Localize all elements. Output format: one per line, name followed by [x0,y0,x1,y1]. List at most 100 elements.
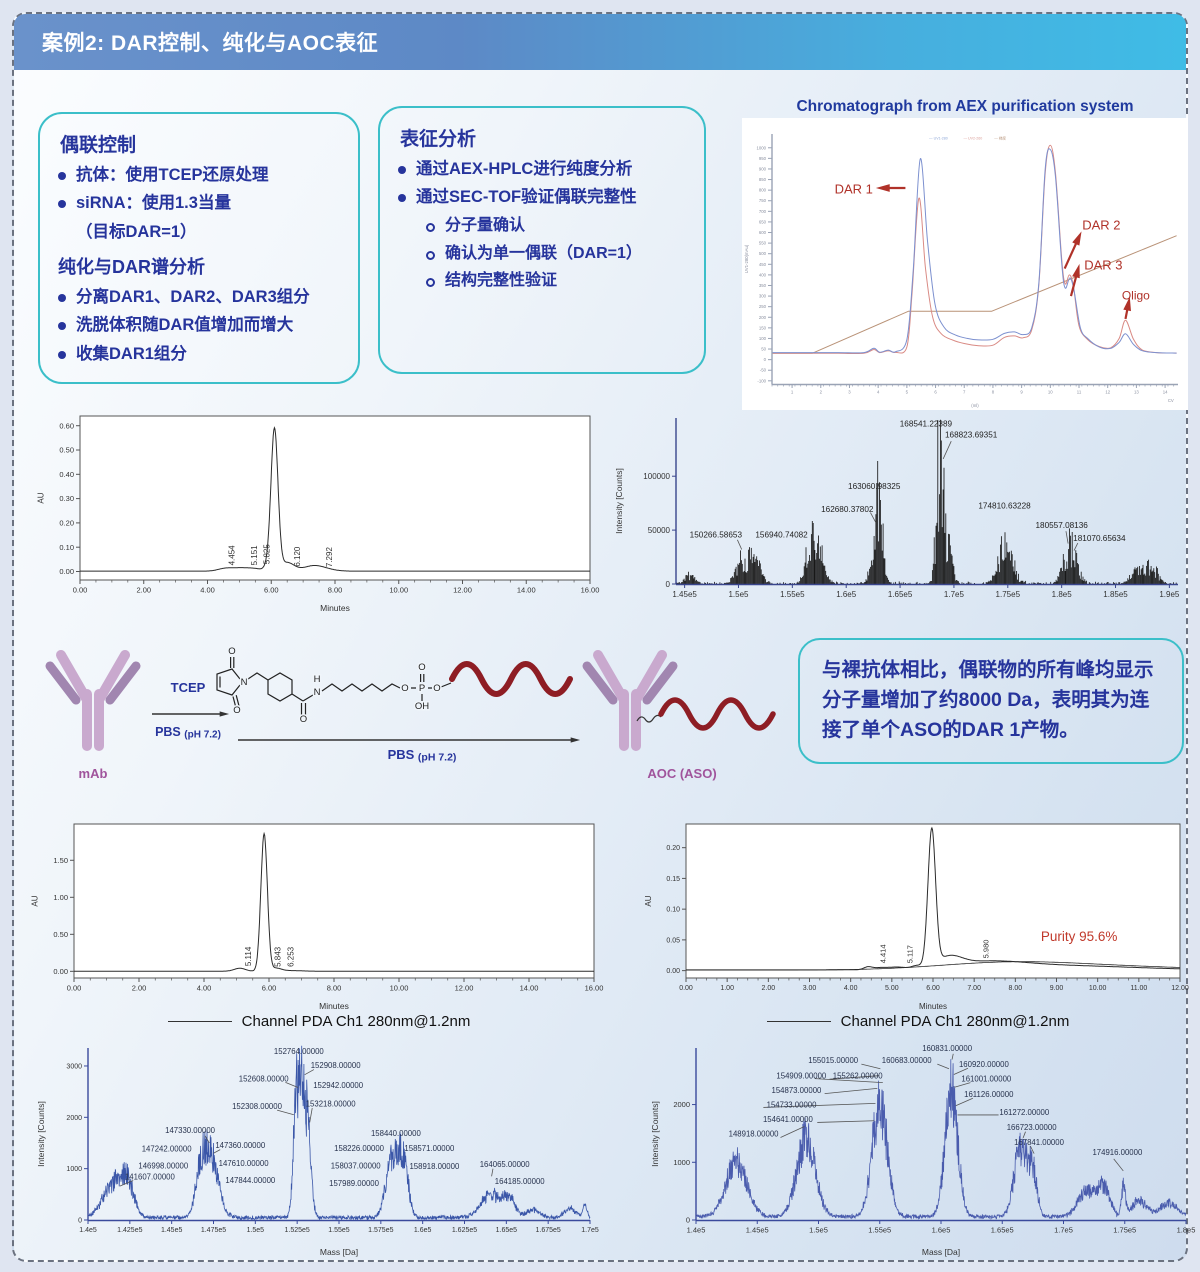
tick-label: 0.15 [666,876,680,883]
tick-label: 0.00 [679,985,693,992]
tick-label: 1.425e5 [117,1227,142,1234]
tick-label: 0.00 [53,967,68,976]
arrowhead-icon [570,737,581,743]
tick-label: 1.65e5 [496,1227,518,1234]
annotation-label: 5.114 [244,946,253,966]
annotation-label: 6.253 [286,946,295,967]
annotation-label: 5.825 [263,544,272,565]
tick-label: 1000 [66,1166,82,1173]
tick-label: 5 [906,389,909,394]
leader-line [1030,1145,1035,1154]
tick-label: 50000 [648,526,671,535]
tick-label: 0.40 [59,470,74,479]
annotation-label: Oligo [1122,288,1150,302]
annotation-label: 5.843 [273,946,282,967]
annotation-label: — UV2-260 [963,137,982,141]
leader-line [942,441,952,460]
tick-label: 1.85e5 [1103,590,1128,599]
tick-label: 450 [759,262,767,267]
aex-chart-title: Chromatograph from AEX purification syst… [796,98,1134,115]
box-title: 表征分析 [400,129,477,150]
box-bullet-item: 抗体：使用TCEP还原处理 [58,165,340,186]
annotation-label: 160683.00000 [882,1056,933,1065]
tick-label: 1.6e5 [414,1227,432,1234]
tick-label: 0.00 [67,984,82,993]
atom-label: N [314,687,321,698]
tick-label: 0.00 [73,586,88,595]
leader-line [304,1069,315,1076]
tick-label: 1.45e5 [672,590,697,599]
series-line [772,148,1177,354]
leader-line [953,1067,969,1075]
y-axis-label: AU [644,895,653,906]
tick-label: 0.20 [666,845,680,852]
box-bullet-item: 分子量确认 [424,216,686,237]
annotation-label: 152942.00000 [313,1081,364,1090]
arrowhead-icon [1072,231,1082,246]
tick-label: 6.00 [264,586,279,595]
tick-label: 10 [1048,389,1053,394]
annotation-label: 166723.00000 [1007,1123,1058,1132]
tick-label: 6.00 [262,984,277,993]
bullet-icon [58,200,66,209]
conjugation-control-box: 偶联控制 抗体：使用TCEP还原处理 siRNA：使用1.3当量 （目标DAR=1）… [38,112,360,384]
tick-label: 1.9e5 [1159,590,1180,599]
arrowhead-icon [1123,296,1131,312]
tick-label: 1.525e5 [285,1227,310,1234]
tick-label: 250 [759,304,767,309]
annotation-label: 152308.00000 [232,1102,283,1111]
tick-label: 1.675e5 [536,1227,561,1234]
leader-line [737,539,743,550]
tick-label: 1 [791,389,794,394]
annotation-label: 158226.00000 [334,1144,385,1153]
pbs-label: PBS (pH 7.2) [155,725,221,741]
y-axis-label: AU [31,895,40,906]
tick-label: 1.50 [53,856,68,865]
atom-label: O [418,662,425,673]
mass-spectrum-dar-series: 0 50000 100000 1.45e5 1.5e5 1.55e5 1.6e5 1.65e5… [610,406,1188,618]
tick-label: 11 [1077,389,1082,394]
tcep-label: TCEP [171,680,206,695]
y-axis-label: AU [37,492,46,503]
header-bar: 案例2: DAR控制、纯化与AOC表征 [14,14,1186,70]
tick-label: 0 [666,580,671,589]
leader-line [1022,1131,1026,1139]
mass-spectrum-aoc: 0 1000 2000 1.4e5 1.45e5 1.5e5 1.55e5 1.6e5 1.65… [648,1038,1196,1258]
tick-label: 14 [1163,389,1168,394]
box-bullet-item: 确认为单一偶联（DAR=1） [424,244,686,265]
chart-msbl: 0 1000 2000 3000 1.4e5 1.425e5 1.45e5 1.475e5 1.… [36,1045,599,1257]
legend-label: Channel PDA Ch1 280nm@1.2nm [241,1013,471,1030]
legend-line-icon [766,1021,831,1022]
annotation-label: DAR 2 [1082,217,1120,232]
chart-hplc3: 0.00 0.05 0.10 0.15 0.20 0.00 1.00 2.00 3.00 4.00… [644,823,1189,1011]
annotation-label: DAR 1 [835,181,873,196]
leader-line [954,1082,971,1088]
chart-hplc2: 0.00 0.50 1.00 1.50 0.00 2.00 4.00 6.00 8.00 10.0… [31,823,603,1011]
arrowhead-icon [875,184,890,192]
leader-line [1113,1158,1124,1172]
tick-label: 400 [759,272,767,277]
x-axis-label: Minutes [919,1002,947,1011]
tick-label: 0.10 [59,543,74,552]
tick-label: 0.00 [59,567,74,576]
leader-line [285,1082,299,1088]
leader-line [870,512,877,523]
tick-label: 0.05 [666,937,680,944]
mab-antibody-icon [45,650,141,751]
leader-line [763,1103,876,1108]
atom-label: O [433,683,440,694]
series-line [695,1059,1187,1220]
tick-label: 7 [963,389,966,394]
box-bullet-item: 收集DAR1组分 [58,344,340,365]
tick-label: 1.65e5 [888,590,913,599]
annotation-label: 161126.00000 [964,1090,1014,1099]
bullet-icon [398,194,406,203]
tick-label: 4.00 [197,984,212,993]
tick-label: 350 [759,283,767,288]
annotation-label: 154873.00000 [772,1086,823,1095]
characterization-box: 表征分析 通过AEX-HPLC进行纯度分析 通过SEC-TOF验证偶联完整性 分子量… [378,106,706,374]
leader-line [861,1063,881,1070]
tick-label: 2000 [673,1100,690,1109]
tick-label: 3000 [66,1063,82,1070]
